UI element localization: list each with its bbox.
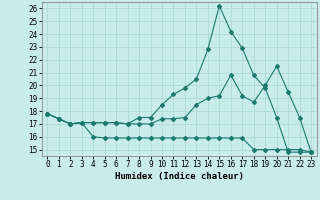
X-axis label: Humidex (Indice chaleur): Humidex (Indice chaleur) bbox=[115, 172, 244, 181]
